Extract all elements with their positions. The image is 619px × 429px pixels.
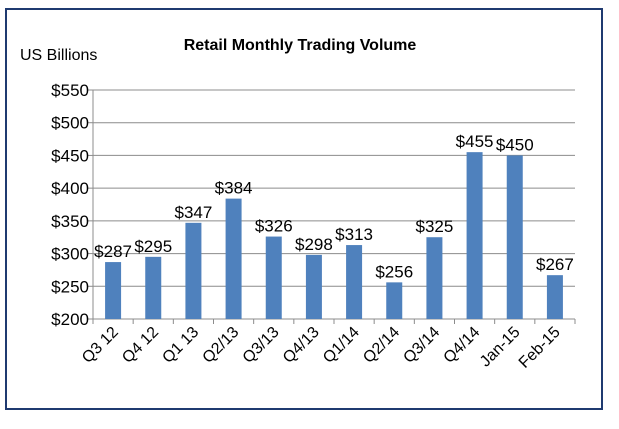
data-label: $326 — [255, 217, 293, 236]
data-label: $313 — [335, 225, 373, 244]
bar — [185, 222, 202, 319]
y-tick-label: $250 — [51, 277, 89, 296]
y-tick-label: $450 — [51, 146, 89, 165]
y-axis-ticks: $200 $250 $300 $350 $400 $450 $500 $550 — [51, 81, 89, 329]
bar — [225, 198, 242, 319]
data-label: $295 — [134, 237, 172, 256]
bars — [105, 152, 563, 319]
bar — [506, 155, 523, 319]
x-tick-label: Q4 12 — [119, 324, 162, 367]
bar — [346, 245, 363, 319]
bar — [105, 262, 122, 319]
data-label: $267 — [536, 255, 574, 274]
x-tick-label: Feb-15 — [516, 324, 564, 372]
x-tick-label: Q1/14 — [320, 324, 363, 367]
bar — [145, 256, 162, 319]
x-tick-label: Q2/13 — [200, 324, 243, 367]
x-tick-label: Jan-15 — [477, 324, 524, 371]
data-label: $287 — [94, 242, 132, 261]
data-label: $450 — [496, 135, 534, 154]
bar — [265, 236, 282, 319]
y-tick-label: $550 — [51, 81, 89, 100]
x-tick-label: Q3/14 — [400, 324, 443, 367]
x-tick-label: Q3/13 — [240, 324, 283, 367]
y-tick-label: $350 — [51, 212, 89, 231]
gridlines — [88, 89, 576, 324]
x-tick-label: Q1 13 — [159, 324, 202, 367]
y-tick-label: $200 — [51, 310, 89, 329]
bar — [305, 254, 322, 319]
x-tick-label: Q3 12 — [79, 324, 122, 367]
bar — [426, 237, 443, 319]
data-label: $455 — [456, 132, 494, 151]
data-label: $384 — [215, 179, 253, 198]
y-tick-label: $300 — [51, 245, 89, 264]
data-label: $256 — [375, 262, 413, 281]
bar — [386, 282, 403, 319]
x-tick-label: Q4/13 — [280, 324, 323, 367]
y-tick-label: $500 — [51, 114, 89, 133]
data-labels: $287 $295$347$384$326$298$313$256 $325 $455… — [94, 132, 574, 281]
bar — [546, 275, 563, 319]
chart-title: Retail Monthly Trading Volume — [184, 37, 417, 54]
x-tick-label: Q2/14 — [360, 324, 403, 367]
chart-frame — [5, 8, 603, 410]
y-unit-label: US Billions — [20, 47, 97, 64]
bar — [466, 152, 483, 319]
y-tick-label: $400 — [51, 179, 89, 198]
data-label: $325 — [416, 217, 454, 236]
x-tick-label: Q4/14 — [441, 324, 484, 367]
data-label: $347 — [175, 203, 213, 222]
data-label: $298 — [295, 235, 333, 254]
